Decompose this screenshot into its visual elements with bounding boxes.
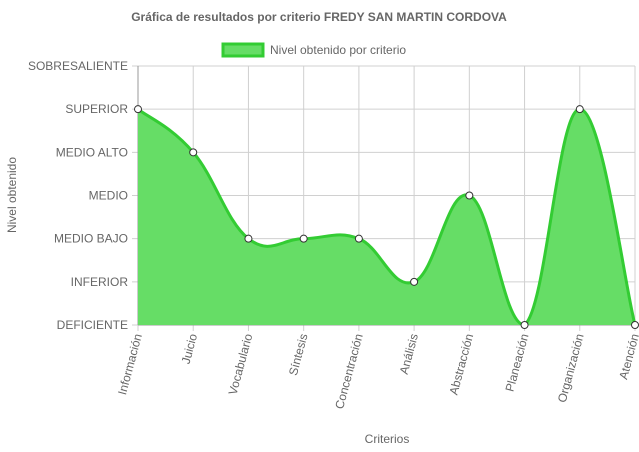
data-point[interactable] — [465, 191, 474, 200]
x-axis-ticks: Información Juicio Vocabulario Síntesis Conc… — [115, 332, 639, 411]
x-tick-label: Análisis — [397, 332, 421, 376]
data-point[interactable] — [354, 234, 363, 243]
y-axis-label: Nivel obtenido — [5, 157, 19, 233]
data-point[interactable] — [410, 277, 419, 286]
x-tick-label: Abstracción — [446, 332, 476, 396]
x-tick-label: Información — [115, 332, 145, 396]
legend[interactable]: Nivel obtenido por criterio — [221, 42, 406, 58]
x-tick-label: Síntesis — [286, 332, 311, 377]
y-tick-label: MEDIO ALTO — [56, 145, 128, 159]
legend-swatch[interactable] — [221, 42, 265, 58]
data-points — [134, 105, 639, 329]
data-area — [137, 107, 637, 327]
y-tick-label: SOBRESALIENTE — [28, 59, 128, 73]
y-tick-label: SUPERIOR — [65, 102, 128, 116]
data-point[interactable] — [244, 234, 253, 243]
data-point[interactable] — [631, 321, 639, 329]
data-point[interactable] — [575, 105, 584, 114]
legend-label[interactable]: Nivel obtenido por criterio — [270, 43, 406, 57]
series-area-fill — [138, 109, 635, 326]
y-tick-label: DEFICIENTE — [57, 318, 128, 332]
x-tick-label: Concentración — [332, 332, 366, 410]
y-tick-label: MEDIO BAJO — [54, 232, 128, 246]
data-point[interactable] — [520, 321, 529, 329]
chart-title: Gráfica de resultados por criterio FREDY… — [131, 10, 507, 24]
data-point[interactable] — [134, 105, 142, 114]
y-axis-ticks: DEFICIENTE INFERIOR MEDIO BAJO MEDIO MEDIO A… — [28, 59, 128, 332]
data-point[interactable] — [299, 234, 308, 243]
series-line — [137, 107, 637, 327]
y-tick-label: INFERIOR — [71, 275, 129, 289]
x-tick-label: Vocabulario — [226, 332, 256, 397]
y-tick-label: MEDIO — [89, 189, 128, 203]
data-point[interactable] — [189, 148, 198, 157]
x-tick-label: Planeación — [503, 332, 532, 393]
x-axis-label: Criterios — [365, 432, 410, 446]
x-tick-label: Juicio — [179, 332, 201, 366]
x-tick-label: Atención — [616, 332, 639, 381]
x-tick-label: Organización — [555, 332, 587, 404]
